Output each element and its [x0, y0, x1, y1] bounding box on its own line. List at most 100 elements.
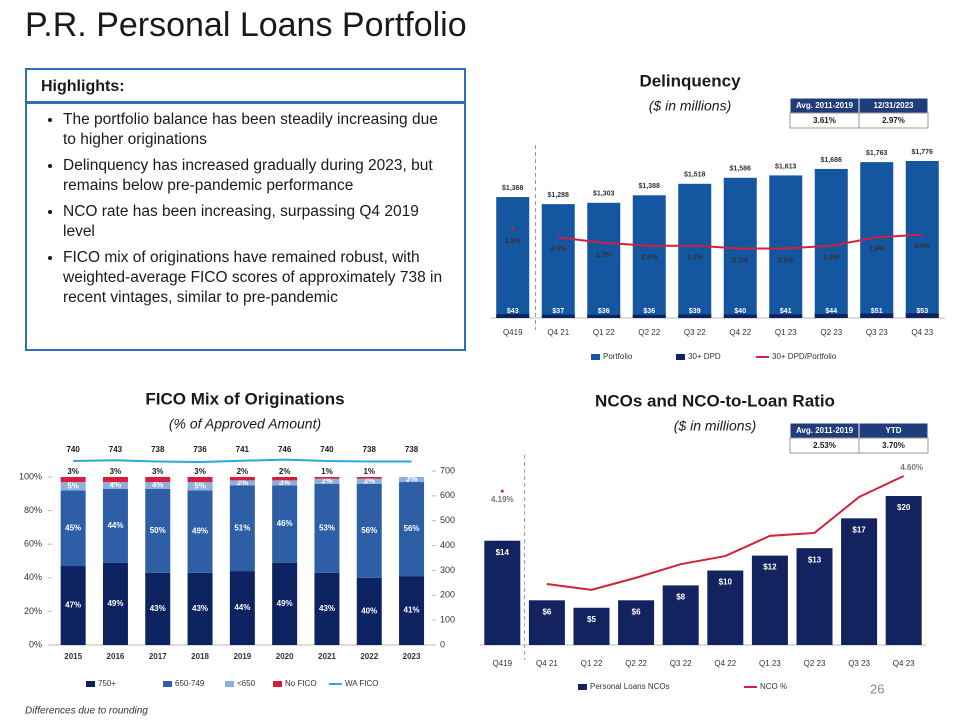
bar: [905, 161, 939, 318]
bar-segment: [229, 477, 255, 481]
bar-segment: [145, 477, 171, 483]
bar: [885, 496, 922, 645]
data-label: 3%: [110, 467, 122, 476]
bar-segment: [102, 488, 128, 563]
data-label: 3%: [194, 467, 206, 476]
data-label: 2%: [279, 467, 291, 476]
y-tick-label: 60%: [24, 539, 42, 549]
data-label: 3.2%: [505, 238, 522, 245]
data-label: 4.19%: [491, 495, 514, 504]
bar-segment: [60, 566, 86, 645]
bar: [678, 314, 712, 318]
bar: [751, 555, 788, 645]
bullet: FICO mix of originations have remained r…: [63, 248, 450, 308]
bar: [841, 518, 878, 645]
data-label: 43%: [150, 604, 166, 613]
bar: [496, 314, 530, 318]
highlights-box: Highlights: The portfolio balance has be…: [25, 68, 466, 351]
x-tick-label: Q419: [503, 328, 523, 337]
chart-title: FICO Mix of Originations: [145, 389, 344, 408]
x-tick-label: Q4 21: [547, 328, 569, 337]
highlights-title: Highlights:: [27, 70, 464, 104]
line-series: [73, 458, 412, 464]
data-label: 43%: [192, 604, 208, 613]
chart-subtitle: ($ in millions): [649, 98, 731, 114]
legend-swatch: [86, 681, 95, 687]
data-label: 5%: [194, 481, 206, 490]
data-label: 3%: [237, 478, 249, 487]
bar-segment: [229, 480, 255, 486]
legend-label: WA FICO: [345, 679, 378, 688]
data-label: $13: [808, 555, 822, 564]
table-header: YTD: [886, 426, 902, 435]
data-label: 738: [363, 445, 377, 454]
table-value: 3.61%: [813, 116, 836, 125]
data-label: 4%: [152, 481, 164, 490]
x-tick-label: Q1 23: [775, 328, 797, 337]
y2-tick-label: 500: [440, 515, 455, 525]
bar: [769, 175, 803, 318]
data-label: 3.0%: [914, 243, 931, 250]
table-cell: [858, 112, 929, 129]
legend-label: Portfolio: [603, 352, 633, 361]
data-label: $14: [496, 548, 510, 557]
x-tick-label: Q1 22: [593, 328, 615, 337]
data-label: 1%: [321, 467, 333, 476]
data-label: 2%: [237, 467, 249, 476]
bullet: The portfolio balance has been steadily …: [63, 110, 450, 150]
line-series: [546, 475, 905, 591]
page-number: 26: [870, 681, 884, 696]
data-label: 2.9%: [869, 246, 886, 253]
x-tick-label: Q2 22: [638, 328, 660, 337]
legend-label: No FICO: [285, 679, 317, 688]
data-label: 51%: [234, 523, 250, 532]
data-label: 2.5%: [732, 257, 749, 264]
data-label: 53%: [319, 523, 335, 532]
bar-segment: [229, 485, 255, 572]
x-tick-label: Q2 23: [820, 328, 842, 337]
data-label: 43%: [319, 604, 335, 613]
legend-swatch: [676, 354, 685, 360]
data-label: 2.6%: [823, 255, 840, 262]
data-label: $10: [719, 578, 733, 587]
data-label: 49%: [192, 527, 208, 536]
data-label: 49%: [277, 599, 293, 608]
y2-tick-label: 600: [440, 490, 455, 500]
data-label: $5: [587, 615, 596, 624]
table-value: 2.97%: [882, 116, 905, 125]
data-label: 40%: [361, 607, 377, 616]
bar-segment: [356, 483, 382, 578]
data-label: 46%: [277, 519, 293, 528]
x-tick-label: 2022: [360, 652, 378, 661]
x-tick-label: 2015: [64, 652, 82, 661]
chart-title: Delinquency: [639, 71, 741, 90]
legend-swatch: [273, 681, 282, 687]
bar: [632, 195, 666, 318]
legend-label: NCO %: [760, 682, 787, 691]
table-header: Avg. 2011-2019: [796, 426, 854, 435]
x-tick-label: Q419: [493, 659, 513, 668]
bar-segment: [314, 477, 340, 479]
data-label: 738: [405, 445, 419, 454]
x-tick-label: Q4 22: [714, 659, 736, 668]
bar-segment: [60, 490, 86, 567]
line-point: [511, 227, 515, 231]
data-label: 2.6%: [641, 255, 658, 262]
y2-tick-label: 0: [440, 639, 445, 649]
data-label: 3%: [321, 476, 333, 485]
data-label: $1,388: [639, 183, 661, 190]
data-label: 44%: [107, 521, 123, 530]
table-value: 3.70%: [882, 441, 905, 450]
data-label: $6: [542, 607, 551, 616]
data-label: $1,586: [730, 166, 752, 173]
data-label: $6: [632, 607, 641, 616]
x-tick-label: Q4 21: [536, 659, 558, 668]
data-label: $1,368: [502, 185, 524, 192]
bar-segment: [60, 482, 86, 491]
legend-label: 750+: [98, 679, 116, 688]
line-point: [500, 489, 504, 493]
bar: [707, 570, 744, 645]
data-label: 5%: [67, 481, 79, 490]
